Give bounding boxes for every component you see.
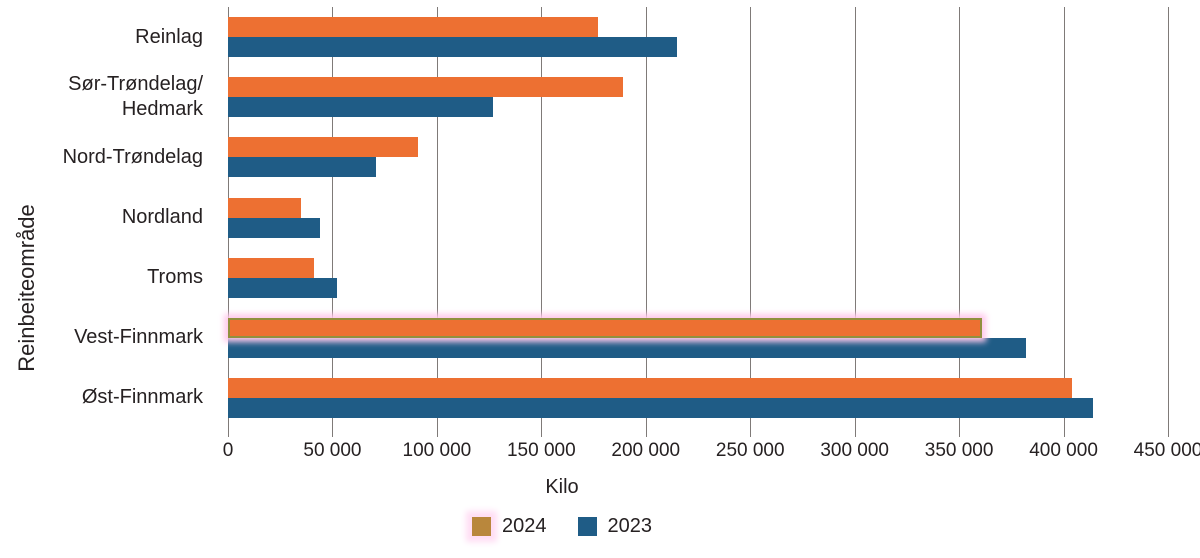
x-axis-tick [1168, 428, 1169, 437]
gridline [1168, 7, 1169, 428]
legend-item-2023[interactable]: 2023 [577, 515, 653, 538]
bar-2023-nordland[interactable] [228, 217, 320, 238]
x-axis-tick [645, 428, 647, 437]
bar-2024-sor-trondelag-hedmark[interactable] [228, 77, 623, 98]
x-axis-title: Kilo [545, 476, 579, 498]
x-tick-label: 50 000 [303, 440, 362, 461]
plot-area [228, 7, 1169, 437]
bar-2023-reinlag[interactable] [228, 37, 678, 58]
gridline [1063, 7, 1065, 428]
legend-swatch-2024[interactable] [472, 517, 491, 536]
x-axis-tick [1063, 428, 1065, 437]
x-axis-tick [854, 428, 856, 437]
bar-2023-sor-trondelag-hedmark[interactable] [228, 97, 494, 118]
bar-2024-vest-finnmark[interactable] [228, 317, 983, 338]
x-tick-label: 250 000 [715, 440, 785, 461]
bar-2024-ost-finnmark[interactable] [228, 377, 1072, 398]
x-tick-labels: 0 50 000 100 000 150 000 200 000 250 000 300 0… [223, 440, 1200, 464]
x-tick-label: 450 000 [1133, 440, 1200, 461]
bar-2024-reinlag[interactable] [228, 17, 598, 38]
x-tick-label: 150 000 [506, 440, 576, 461]
gridline [959, 7, 961, 428]
x-axis-tick [541, 428, 543, 437]
category-label-troms: Troms [147, 266, 203, 289]
bar-2023-ost-finnmark[interactable] [228, 397, 1093, 418]
x-axis-tick [436, 428, 438, 437]
category-label-reinlag: Reinlag [135, 25, 203, 48]
x-tick-label: 200 000 [611, 440, 681, 461]
legend-label-2024: 2024 [502, 515, 547, 537]
bar-2023-nord-trondelag[interactable] [228, 157, 377, 178]
gridline [750, 7, 752, 428]
category-labels-column: Reinlag Sør-Trøndelag/Hedmark Nord-Trøndel… [0, 7, 203, 428]
x-tick-label: 300 000 [820, 440, 889, 461]
gridline [541, 7, 543, 428]
bar-2024-troms[interactable] [228, 257, 314, 278]
category-label-nord-trondelag: Nord-Trøndelag [62, 145, 203, 168]
gridline [645, 7, 647, 428]
gridline [854, 7, 856, 428]
category-label-nordland: Nordland [121, 205, 203, 228]
x-axis-tick [228, 428, 229, 437]
bar-2024-nord-trondelag[interactable] [228, 137, 419, 158]
gridline [332, 7, 334, 428]
category-label-sor-trondelag-hedmark: Sør-Trøndelag/Hedmark [68, 73, 203, 121]
bar-2024-nordland[interactable] [228, 197, 302, 218]
x-axis-tick [750, 428, 752, 437]
x-tick-label: 400 000 [1029, 440, 1098, 461]
x-tick-label: 0 [222, 440, 234, 461]
legend-item-2024[interactable]: 2024 [472, 515, 547, 538]
gridline [436, 7, 438, 428]
category-label-vest-finnmark: Vest-Finnmark [74, 326, 203, 349]
x-axis-tick [959, 428, 961, 437]
legend: 2024 2023 [0, 515, 1162, 538]
x-tick-label: 100 000 [402, 440, 472, 461]
legend-label-2023: 2023 [607, 515, 653, 537]
bar-2023-troms[interactable] [228, 277, 337, 298]
bar-2023-vest-finnmark[interactable] [228, 337, 1026, 358]
x-axis-tick [332, 428, 334, 437]
x-tick-label: 350 000 [924, 440, 994, 461]
category-label-ost-finnmark: Øst-Finnmark [81, 386, 203, 409]
legend-swatch-2023[interactable] [577, 517, 597, 536]
